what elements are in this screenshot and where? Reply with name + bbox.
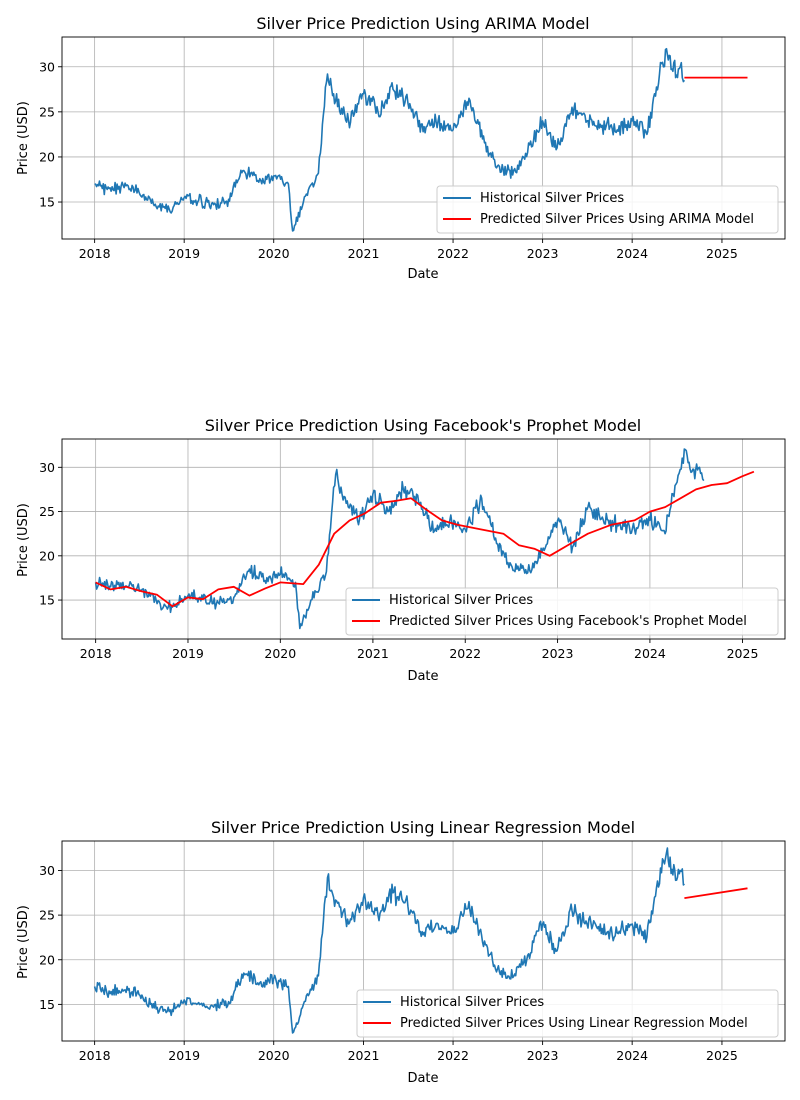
- x-tick-label: 2024: [616, 246, 648, 261]
- x-tick-label: 2024: [634, 646, 666, 661]
- y-tick-label: 15: [39, 195, 55, 210]
- legend: Historical Silver Prices Predicted Silve…: [436, 185, 779, 234]
- legend: Historical Silver Prices Predicted Silve…: [356, 989, 779, 1038]
- x-tick-label: 2023: [527, 1048, 559, 1063]
- x-tick-label: 2024: [616, 1048, 648, 1063]
- x-tick-label: 2019: [172, 646, 204, 661]
- x-tick-label: 2019: [168, 246, 200, 261]
- y-tick-label: 30: [39, 460, 55, 475]
- y-axis-label: Price (USD): [16, 905, 31, 979]
- x-axis-label: Date: [407, 669, 438, 684]
- chart-title: Silver Price Prediction Using Facebook's…: [205, 416, 642, 435]
- y-tick-label: 15: [39, 593, 55, 608]
- legend-label-historical: Historical Silver Prices: [389, 593, 533, 608]
- y-tick-label: 20: [39, 952, 55, 967]
- legend-label-predicted: Predicted Silver Prices Using Linear Reg…: [400, 1016, 748, 1031]
- legend-label-historical: Historical Silver Prices: [480, 191, 624, 206]
- x-tick-label: 2025: [706, 1048, 738, 1063]
- y-tick-label: 25: [39, 504, 55, 519]
- x-tick-label: 2020: [264, 646, 296, 661]
- legend-label-predicted: Predicted Silver Prices Using ARIMA Mode…: [480, 212, 754, 227]
- axes-frame: [61, 840, 786, 1042]
- chart-title: Silver Price Prediction Using ARIMA Mode…: [256, 14, 589, 33]
- x-tick-label: 2025: [727, 646, 759, 661]
- x-tick-label: 2018: [79, 246, 111, 261]
- x-tick-label: 2021: [348, 246, 380, 261]
- subplot-arima: Silver Price Prediction Using ARIMA Mode…: [16, 14, 786, 282]
- x-tick-label: 2022: [437, 1048, 469, 1063]
- y-axis-label: Price (USD): [16, 503, 31, 577]
- y-axis-label: Price (USD): [16, 101, 31, 175]
- y-tick-label: 15: [39, 997, 55, 1012]
- x-tick-label: 2019: [168, 1048, 200, 1063]
- x-tick-label: 2022: [437, 246, 469, 261]
- x-tick-label: 2021: [348, 1048, 380, 1063]
- x-tick-label: 2020: [258, 246, 290, 261]
- legend: Historical Silver Prices Predicted Silve…: [345, 587, 779, 636]
- y-tick-label: 20: [39, 548, 55, 563]
- x-tick-label: 2021: [357, 646, 389, 661]
- y-tick-label: 20: [39, 149, 55, 164]
- subplot-linear-regression: Silver Price Prediction Using Linear Reg…: [16, 818, 786, 1086]
- x-tick-label: 2023: [542, 646, 574, 661]
- predicted-price-line: [684, 887, 748, 899]
- x-tick-label: 2025: [706, 246, 738, 261]
- y-tick-label: 30: [39, 863, 55, 878]
- axes-frame: [61, 36, 786, 240]
- historical-price-line: [94, 47, 686, 232]
- x-tick-label: 2020: [258, 1048, 290, 1063]
- x-tick-label: 2018: [80, 646, 112, 661]
- y-tick-label: 25: [39, 104, 55, 119]
- axes-frame: [61, 438, 786, 640]
- chart-title: Silver Price Prediction Using Linear Reg…: [211, 818, 635, 837]
- subplot-prophet: Silver Price Prediction Using Facebook's…: [16, 416, 786, 684]
- x-tick-label: 2018: [79, 1048, 111, 1063]
- legend-label-historical: Historical Silver Prices: [400, 995, 544, 1010]
- legend-frame: [356, 989, 779, 1038]
- historical-price-line: [93, 847, 685, 1034]
- x-axis-label: Date: [407, 1071, 438, 1086]
- legend-frame: [436, 185, 779, 234]
- legend-frame: [345, 587, 779, 636]
- legend-label-predicted: Predicted Silver Prices Using Facebook's…: [389, 614, 747, 629]
- y-tick-label: 30: [39, 59, 55, 74]
- y-tick-label: 25: [39, 908, 55, 923]
- x-tick-label: 2023: [527, 246, 559, 261]
- predicted-price-line: [95, 470, 755, 608]
- x-tick-label: 2022: [449, 646, 481, 661]
- x-axis-label: Date: [407, 267, 438, 282]
